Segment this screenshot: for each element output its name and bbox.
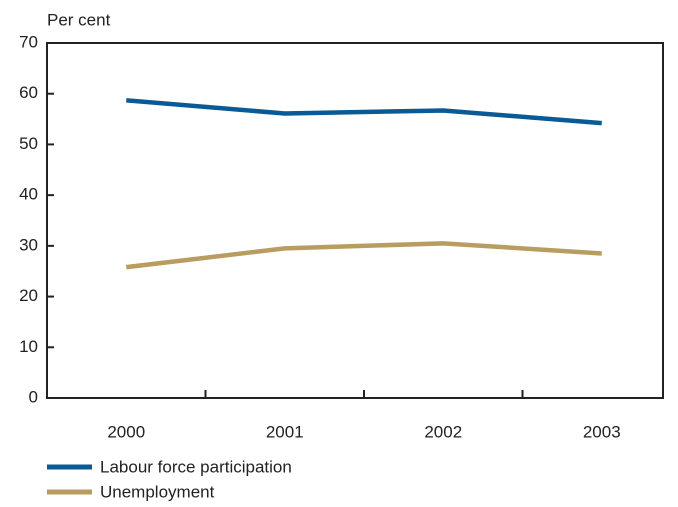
y-tick-label: 70 [19, 32, 38, 51]
x-tick-label: 2001 [266, 422, 304, 441]
y-tick-label: 20 [19, 286, 38, 305]
legend-label: Unemployment [100, 482, 215, 501]
x-tick-label: 2000 [107, 422, 145, 441]
x-tick-label: 2002 [424, 422, 462, 441]
y-tick-label: 10 [19, 337, 38, 356]
x-tick-label: 2003 [583, 422, 621, 441]
y-tick-label: 50 [19, 134, 38, 153]
y-tick-label: 40 [19, 185, 38, 204]
series-line [125, 241, 602, 270]
y-tick-label: 30 [19, 235, 38, 254]
y-tick-label: 60 [19, 83, 38, 102]
y-tick-label: 0 [29, 387, 38, 406]
series-line [126, 98, 602, 126]
legend-label: Labour force participation [100, 457, 292, 476]
y-axis-label: Per cent [47, 10, 111, 29]
plot-frame [46, 42, 664, 399]
